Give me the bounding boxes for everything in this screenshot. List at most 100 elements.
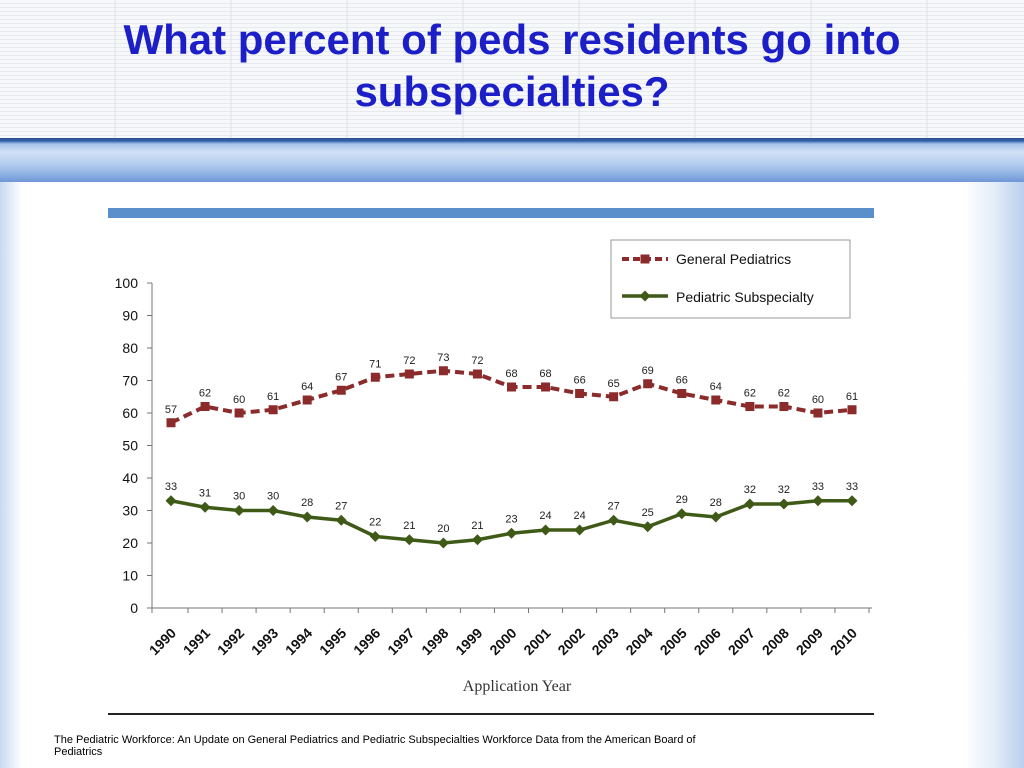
- pediatric-subspecialty-marker: [642, 521, 654, 533]
- pediatric-subspecialty-data-label: 21: [471, 520, 483, 532]
- y-tick-label: 60: [122, 405, 138, 421]
- pediatric-subspecialty-data-label: 30: [267, 491, 279, 503]
- pediatric-subspecialty-data-label: 24: [573, 510, 585, 522]
- pediatric-subspecialty-marker: [812, 495, 824, 507]
- pediatric-subspecialty-marker: [165, 495, 177, 507]
- pediatric-subspecialty-marker: [506, 527, 517, 539]
- x-tick-label: 2008: [759, 625, 792, 658]
- right-edge-gradient: [964, 182, 1024, 768]
- general-pediatrics-marker: [438, 366, 448, 376]
- pediatric-subspecialty-marker: [199, 501, 211, 513]
- x-tick-label: 1998: [418, 625, 451, 658]
- y-tick-label: 100: [115, 275, 139, 291]
- pediatric-subspecialty-marker: [608, 514, 620, 526]
- legend-general-label: General Pediatrics: [676, 251, 791, 267]
- y-tick-label: 90: [122, 308, 138, 324]
- x-axis-title: Application Year: [463, 678, 572, 695]
- general-pediatrics-marker: [677, 389, 687, 398]
- general-pediatrics-data-label: 66: [573, 375, 585, 387]
- x-tick-label: 1994: [282, 625, 315, 658]
- figure-bottom-rule: [108, 713, 874, 715]
- slide-title: What percent of peds residents go into s…: [123, 16, 901, 115]
- pediatric-subspecialty-data-label: 22: [369, 517, 381, 529]
- x-tick-label: 2005: [657, 625, 690, 658]
- x-tick-label: 1991: [180, 625, 213, 658]
- x-tick-label: 1995: [316, 625, 349, 658]
- y-tick-label: 10: [122, 568, 138, 584]
- general-pediatrics-marker: [745, 402, 755, 411]
- pediatric-subspecialty-data-label: 30: [233, 491, 245, 503]
- general-pediatrics-data-label: 65: [608, 378, 620, 390]
- general-pediatrics-data-label: 69: [642, 365, 654, 377]
- general-pediatrics-marker: [268, 405, 278, 415]
- title-banner-grid: [0, 0, 1024, 138]
- pediatric-subspecialty-marker: [301, 511, 313, 523]
- general-pediatrics-data-label: 71: [369, 358, 381, 370]
- pediatric-subspecialty-marker: [540, 524, 552, 536]
- pediatric-subspecialty-marker: [403, 534, 415, 546]
- general-pediatrics-data-label: 72: [403, 355, 415, 367]
- general-pediatrics-data-label: 61: [267, 391, 279, 403]
- general-pediatrics-marker: [711, 395, 721, 405]
- y-tick-label: 70: [122, 373, 138, 389]
- x-tick-label: 1999: [452, 625, 485, 658]
- general-pediatrics-data-label: 62: [199, 388, 211, 400]
- pediatric-subspecialty-data-label: 28: [710, 497, 722, 509]
- general-pediatrics-marker: [472, 369, 482, 379]
- y-tick-label: 20: [122, 535, 138, 551]
- general-pediatrics-marker: [541, 382, 551, 392]
- x-tick-label: 2010: [827, 625, 860, 658]
- x-tick-label: 2009: [793, 625, 826, 658]
- general-pediatrics-marker: [302, 395, 312, 405]
- pediatric-subspecialty-data-label: 24: [539, 510, 551, 522]
- pediatric-subspecialty-marker: [778, 498, 790, 510]
- y-tick-label: 0: [130, 600, 138, 616]
- pediatric-subspecialty-marker: [676, 508, 688, 520]
- general-pediatrics-marker: [813, 408, 823, 418]
- x-tick-label: 2000: [486, 625, 519, 658]
- general-pediatrics-data-label: 62: [778, 388, 790, 400]
- general-pediatrics-data-label: 60: [233, 394, 245, 406]
- pediatric-subspecialty-marker: [471, 534, 483, 546]
- pediatric-subspecialty-marker: [437, 537, 449, 549]
- general-pediatrics-marker: [370, 372, 380, 382]
- general-pediatrics-marker: [609, 392, 619, 402]
- general-pediatrics-data-label: 73: [437, 352, 449, 364]
- x-tick-label: 1992: [214, 625, 247, 658]
- general-pediatrics-data-label: 66: [676, 375, 688, 387]
- pediatric-subspecialty-data-label: 27: [608, 500, 620, 512]
- x-tick-label: 2004: [622, 625, 655, 658]
- general-pediatrics-data-label: 68: [505, 368, 517, 380]
- general-pediatrics-marker: [336, 385, 346, 395]
- pediatric-subspecialty-data-label: 20: [437, 523, 449, 535]
- pediatric-subspecialty-data-label: 31: [199, 487, 211, 499]
- general-pediatrics-marker: [200, 402, 210, 411]
- x-tick-label: 1993: [248, 625, 281, 658]
- x-tick-label: 1990: [146, 625, 179, 658]
- pediatric-subspecialty-marker: [267, 505, 279, 516]
- pediatric-subspecialty-data-label: 32: [744, 484, 756, 496]
- x-tick-label: 1997: [384, 625, 417, 658]
- general-pediatrics-data-label: 60: [812, 394, 824, 406]
- decorative-band: [0, 138, 1024, 182]
- y-tick-label: 50: [122, 438, 138, 454]
- x-tick-label: 2006: [691, 625, 724, 658]
- general-pediatrics-data-label: 61: [846, 391, 858, 403]
- pediatric-subspecialty-marker: [369, 531, 381, 542]
- pediatric-subspecialty-marker: [710, 511, 722, 523]
- general-pediatrics-data-label: 64: [301, 381, 313, 393]
- pediatric-subspecialty-data-label: 33: [846, 481, 858, 493]
- pediatric-subspecialty-marker: [233, 505, 245, 516]
- pediatric-subspecialty-data-label: 21: [403, 520, 415, 532]
- general-pediatrics-marker: [847, 405, 857, 415]
- left-edge-gradient: [0, 182, 22, 768]
- general-pediatrics-data-label: 68: [539, 368, 551, 380]
- general-pediatrics-data-label: 72: [471, 355, 483, 367]
- pediatric-subspecialty-marker: [335, 514, 347, 526]
- legend-subspecialty-label: Pediatric Subspecialty: [676, 289, 814, 305]
- general-pediatrics-marker: [643, 379, 653, 389]
- pediatric-subspecialty-data-label: 33: [812, 481, 824, 493]
- general-pediatrics-data-label: 64: [710, 381, 722, 393]
- pediatric-subspecialty-data-label: 25: [642, 507, 654, 519]
